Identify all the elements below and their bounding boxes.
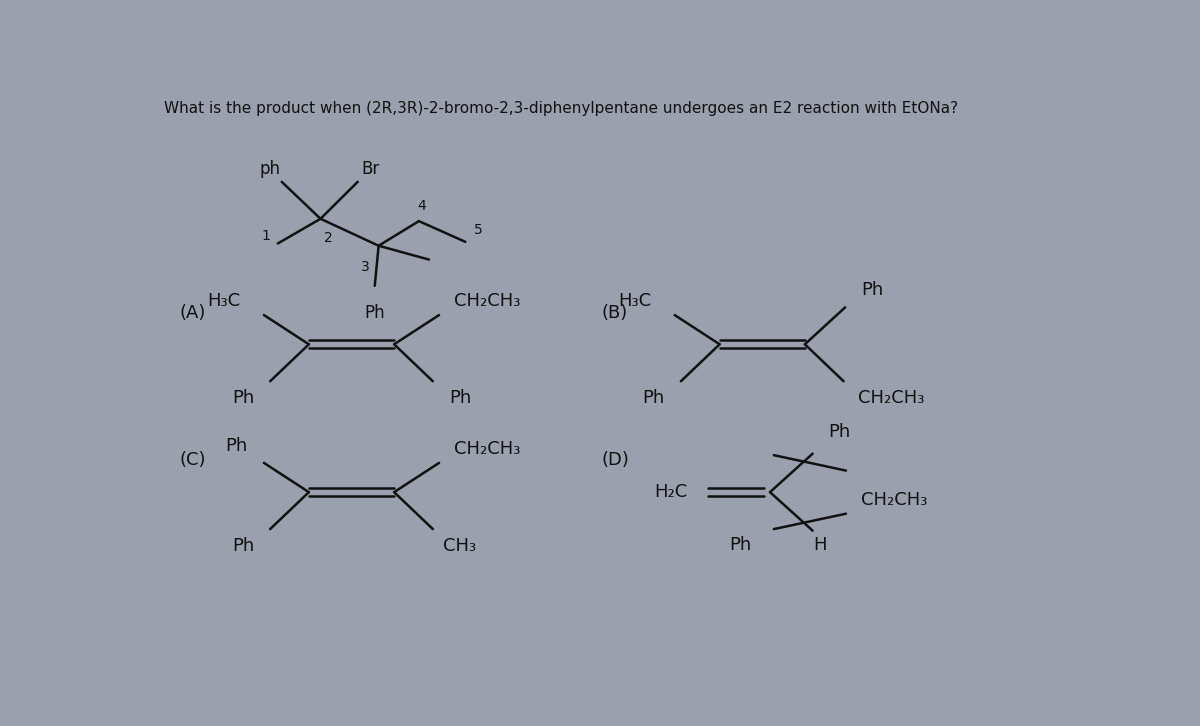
Text: ph: ph xyxy=(259,160,281,178)
Text: Br: Br xyxy=(361,160,380,178)
Text: 1: 1 xyxy=(262,229,271,242)
Text: 5: 5 xyxy=(474,224,482,237)
Text: (D): (D) xyxy=(601,451,629,469)
Text: Ph: Ph xyxy=(862,282,883,299)
Text: Ph: Ph xyxy=(226,437,248,455)
Text: 3: 3 xyxy=(361,259,370,274)
Text: CH₃: CH₃ xyxy=(444,537,476,555)
Text: Ph: Ph xyxy=(829,423,851,441)
Text: Ph: Ph xyxy=(730,536,751,553)
Text: CH₂CH₃: CH₂CH₃ xyxy=(454,440,521,458)
Text: (B): (B) xyxy=(601,304,628,322)
Text: (C): (C) xyxy=(180,451,206,469)
Text: H: H xyxy=(814,536,827,553)
Text: H₃C: H₃C xyxy=(208,292,240,310)
Text: Ph: Ph xyxy=(232,389,254,407)
Text: 2: 2 xyxy=(324,231,332,245)
Text: CH₂CH₃: CH₂CH₃ xyxy=(454,292,521,310)
Text: 4: 4 xyxy=(416,199,426,213)
Text: (A): (A) xyxy=(180,304,206,322)
Text: Ph: Ph xyxy=(365,304,385,322)
Text: Ph: Ph xyxy=(643,389,665,407)
Text: Ph: Ph xyxy=(449,389,472,407)
Text: Ph: Ph xyxy=(232,537,254,555)
Text: CH₂CH₃: CH₂CH₃ xyxy=(858,389,925,407)
Text: H₂C: H₂C xyxy=(654,483,688,501)
Text: What is the product when (2R,3R)-2-bromo-2,3-diphenylpentane undergoes an E2 rea: What is the product when (2R,3R)-2-bromo… xyxy=(164,101,958,116)
Text: H₃C: H₃C xyxy=(618,292,650,310)
Text: CH₂CH₃: CH₂CH₃ xyxy=(860,491,928,509)
